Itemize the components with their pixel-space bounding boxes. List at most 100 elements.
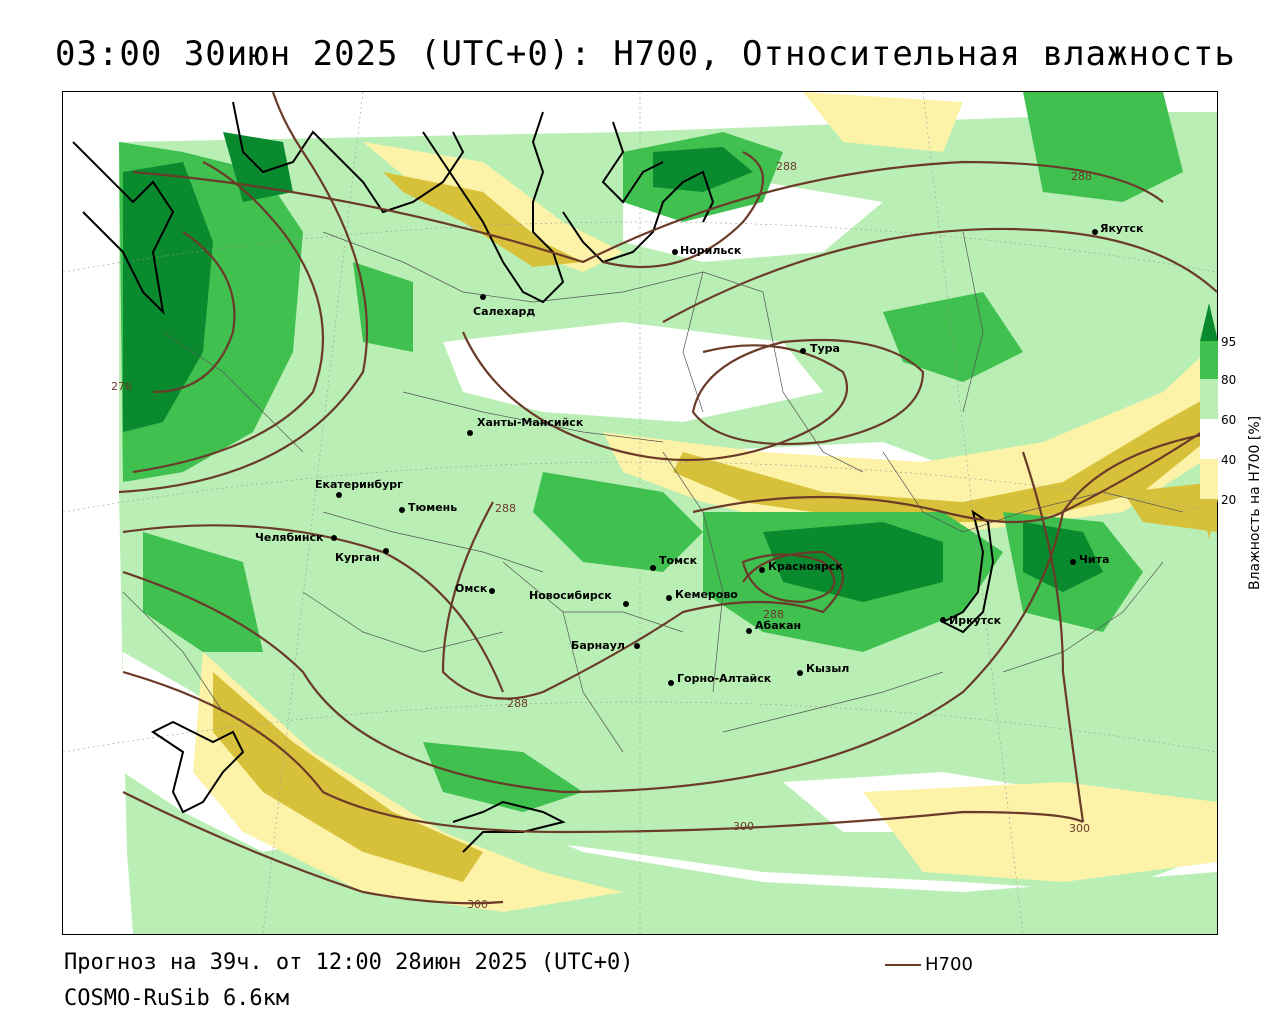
svg-text:Горно-Алтайск: Горно-Алтайск	[677, 672, 772, 685]
contour-288-south	[441, 501, 845, 700]
contour-300-central	[122, 430, 1217, 794]
city-norilsk: Норильск	[672, 244, 742, 257]
contour-label: 288	[507, 697, 528, 710]
contour-label: 300	[733, 820, 754, 833]
contour-288-east	[662, 227, 1217, 323]
colorbar-tick: 40	[1221, 453, 1237, 467]
humidity-lt20-area	[213, 672, 483, 882]
contour-labels: 288 288 276 288 288 288 300 300 300	[111, 160, 1092, 911]
city-salekhard: Салехард	[473, 294, 535, 318]
colorbar-title: Влажность на H700 [%]	[1247, 415, 1263, 590]
colorbar-lt20	[1200, 499, 1218, 539]
humidity-lt20-area	[383, 172, 583, 267]
colorbar-tick: 80	[1221, 373, 1237, 387]
coast-white-sea	[72, 141, 175, 315]
contour-300-bottom	[122, 791, 504, 905]
city-markers: Норильск Якутск Салехард Тура Ханты-Манс…	[255, 222, 1144, 686]
city-tura: Тура	[800, 342, 840, 355]
city-irkutsk: Иркутск	[940, 614, 1002, 627]
contour-label: 288	[1071, 170, 1092, 183]
contour-288-taymyr	[602, 151, 765, 269]
colorbar-40-60	[1200, 419, 1218, 459]
city-tyumen: Тюмень	[399, 501, 457, 514]
svg-text:Тюмень: Тюмень	[408, 501, 457, 514]
svg-text:Новосибирск: Новосибирск	[529, 589, 612, 602]
city-abakan: Абакан	[746, 619, 801, 634]
humidity-80-95-area	[883, 292, 1023, 382]
humidity-20-40-area	[803, 92, 963, 152]
contour-300-south	[122, 670, 1084, 834]
city-khanty: Ханты-Мансийск	[467, 416, 584, 436]
city-kurgan: Курган	[335, 548, 389, 564]
city-omsk: Омск	[455, 582, 495, 595]
svg-text:Норильск: Норильск	[680, 244, 742, 257]
coast-yamal	[422, 111, 565, 304]
coast-baikal	[940, 509, 995, 634]
city-chita: Чита	[1070, 553, 1109, 566]
svg-text:Иркутск: Иркутск	[949, 614, 1002, 627]
coast-taymyr	[601, 121, 664, 204]
colorbar-tick: 20	[1221, 493, 1237, 507]
admin-borders	[122, 231, 1184, 753]
city-ekb: Екатеринбург	[315, 478, 403, 498]
svg-text:Салехард: Салехард	[473, 305, 535, 318]
svg-text:Омск: Омск	[455, 582, 488, 595]
contour-label: 276	[111, 380, 132, 393]
humidity-40-60-area	[63, 92, 119, 934]
humidity-lt20-area	[1123, 482, 1217, 532]
city-chelyabinsk: Челябинск	[255, 531, 337, 544]
contour-legend-label: H700	[925, 954, 973, 975]
map-panel[interactable]: 288 288 276 288 288 288 300 300 300 Нори…	[62, 91, 1218, 935]
svg-text:Ханты-Мансийск: Ханты-Мансийск	[477, 416, 584, 429]
humidity-80-95-area	[1023, 92, 1183, 202]
h700-contours	[118, 92, 1217, 905]
city-yakutsk: Якутск	[1092, 222, 1144, 235]
svg-text:Абакан: Абакан	[755, 619, 801, 632]
svg-text:Кемерово: Кемерово	[675, 588, 738, 601]
humidity-80-95-area	[533, 472, 703, 572]
humidity-gt95-area	[123, 162, 213, 432]
contour-label: 288	[776, 160, 797, 173]
humidity-80-95-area	[423, 742, 583, 812]
contour-legend: H700	[885, 954, 973, 975]
svg-text:Екатеринбург: Екатеринбург	[315, 478, 403, 491]
contour-288-loop	[691, 338, 925, 446]
coast-barents	[232, 101, 465, 214]
city-krasnoyarsk: Красноярск	[759, 560, 843, 573]
humidity-20-40-area	[863, 782, 1217, 882]
svg-text:Челябинск: Челябинск	[255, 531, 324, 544]
humidity-colorbar	[1200, 303, 1218, 539]
contour-label: 288	[763, 608, 784, 621]
colorbar-60-80	[1200, 379, 1218, 419]
contour-300-north	[122, 524, 505, 693]
city-barnaul: Барнаул	[571, 639, 640, 652]
contour-legend-swatch	[885, 963, 921, 966]
contour-300-east	[1021, 451, 1085, 823]
city-kyzyl: Кызыл	[797, 662, 849, 676]
svg-text:Якутск: Якутск	[1100, 222, 1144, 235]
contour-label: 288	[495, 502, 516, 515]
colorbar-tick: 95	[1221, 335, 1237, 349]
svg-text:Барнаул: Барнаул	[571, 639, 625, 652]
contour-288-north	[132, 160, 1164, 264]
map-title: 03:00 30июн 2025 (UTC+0): H700, Относите…	[55, 34, 1236, 74]
colorbar-tick: 60	[1221, 413, 1237, 427]
svg-text:Кызыл: Кызыл	[806, 662, 849, 675]
model-name: COSMO-RuSib 6.6км	[64, 986, 290, 1011]
city-novosibirsk: Новосибирск	[529, 589, 629, 607]
contour-288-east-long	[692, 421, 1217, 524]
humidity-field	[63, 92, 1217, 934]
humidity-gt95-area	[763, 522, 943, 602]
svg-text:Чита: Чита	[1079, 553, 1109, 566]
contour-276-inner	[152, 231, 236, 394]
svg-text:Красноярск: Красноярск	[768, 560, 843, 573]
city-tomsk: Томск	[650, 554, 698, 571]
colorbar-gt95	[1200, 303, 1218, 341]
colorbar-80-95	[1200, 341, 1218, 379]
forecast-info: Прогноз на 39ч. от 12:00 28июн 2025 (UTC…	[64, 950, 634, 975]
coast-caspian	[151, 720, 245, 814]
svg-text:Тура: Тура	[810, 342, 840, 355]
colorbar-20-40	[1200, 459, 1218, 499]
city-kemerovo: Кемерово	[666, 588, 738, 601]
coast-gydan	[562, 170, 715, 264]
